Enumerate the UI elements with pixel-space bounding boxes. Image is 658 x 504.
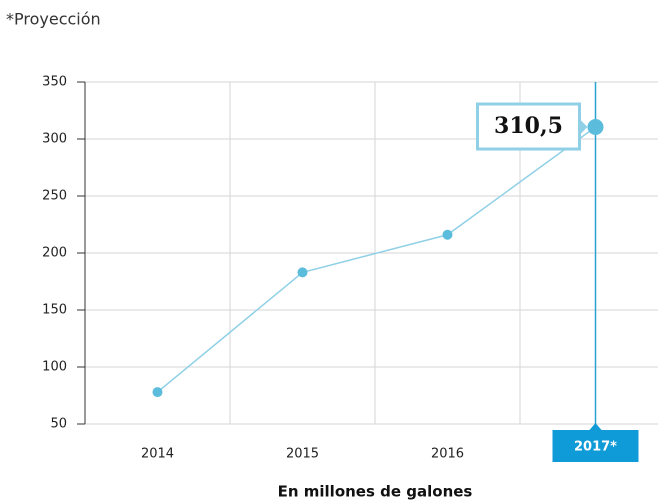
- point: [442, 229, 453, 240]
- y-tick-label: 50: [50, 417, 67, 432]
- line: [157, 126, 596, 393]
- y-tick-label: 350: [42, 75, 67, 90]
- x-tick-label: 2015: [286, 447, 319, 462]
- tooltip-pointer: [579, 119, 588, 136]
- highlight-label-box: [552, 430, 639, 462]
- x-tick-label: 2014: [141, 447, 174, 462]
- x-tick-label: 2016: [431, 447, 464, 462]
- y-tick-label: 100: [42, 360, 67, 375]
- y-tick-label: 250: [42, 189, 67, 204]
- highlight-pointer: [589, 423, 602, 430]
- y-tick-label: 200: [42, 246, 67, 261]
- point: [297, 267, 308, 278]
- y-tick-label: 150: [42, 303, 67, 318]
- annotation: *Proyección: [6, 10, 101, 29]
- value-label: 310,5: [494, 113, 563, 139]
- x-axis-label: En millones de galones: [278, 483, 473, 501]
- y-tick-label: 300: [42, 132, 67, 147]
- point: [152, 387, 163, 398]
- point: [587, 119, 604, 136]
- tooltip-box: [476, 102, 581, 151]
- x-tick-label: 2017*: [574, 440, 617, 455]
